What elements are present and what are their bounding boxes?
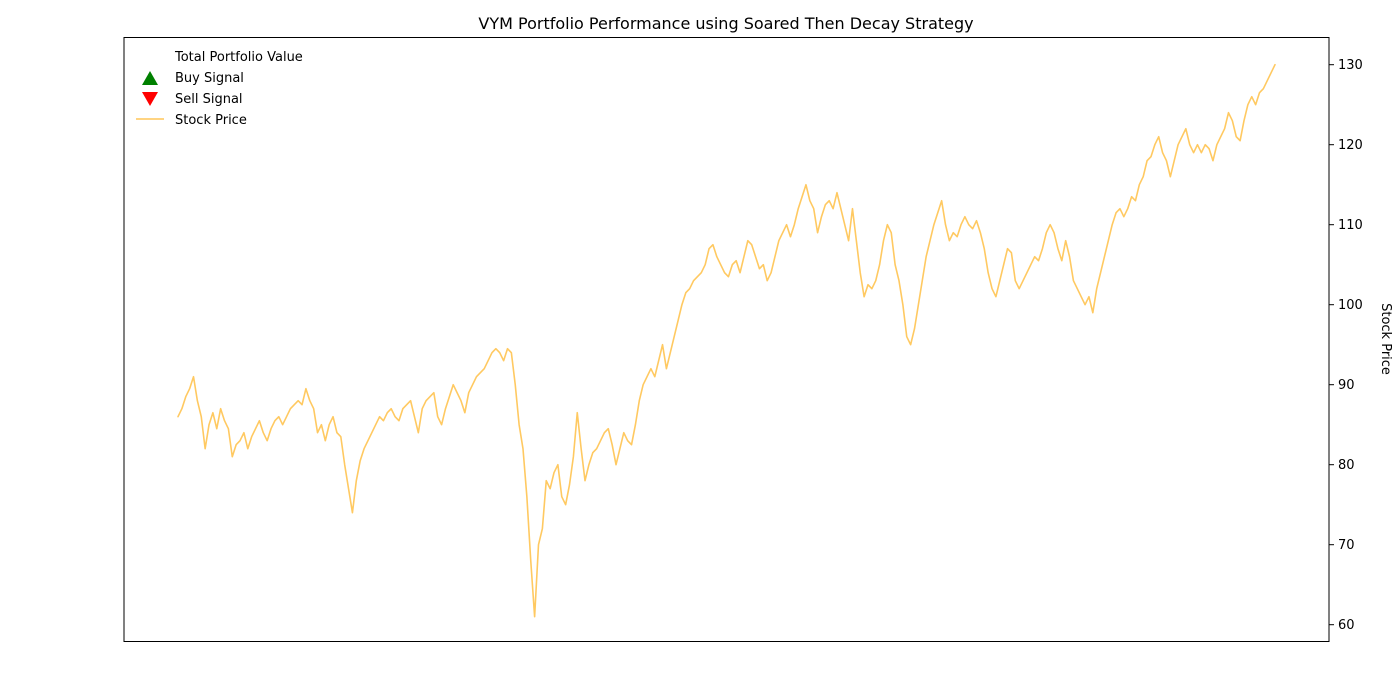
right-axis-tick-label: 70: [1338, 538, 1355, 553]
right-axis-tick-label: 90: [1338, 378, 1355, 393]
right-axis-tick-label: 60: [1338, 618, 1355, 633]
triangle-up-icon: [142, 71, 158, 85]
stock-price-line: [177, 63, 1276, 618]
triangle-down-icon: [142, 92, 158, 106]
right-axis-label: Stock Price: [1378, 303, 1393, 375]
legend-entry-sell-signal: Sell Signal: [175, 92, 243, 107]
right-axis-tick-label: 80: [1338, 458, 1355, 473]
legend-entry-stock-price: Stock Price: [175, 113, 247, 128]
plot-area: [123, 37, 1330, 642]
legend-entry-total-portfolio-value: Total Portfolio Value: [174, 50, 303, 65]
legend-entry-buy-signal: Buy Signal: [175, 71, 244, 86]
right-axis-ticks: 60 70 80 90 100 110 120 130: [1329, 58, 1363, 633]
chart-title: VYM Portfolio Performance using Soared T…: [478, 14, 973, 33]
right-axis-tick-label: 130: [1338, 58, 1363, 73]
right-axis-tick-label: 120: [1338, 138, 1363, 153]
right-axis-tick-label: 110: [1338, 218, 1363, 233]
right-axis-tick-label: 100: [1338, 298, 1363, 313]
legend: Total Portfolio Value Buy Signal Sell Si…: [136, 50, 303, 128]
